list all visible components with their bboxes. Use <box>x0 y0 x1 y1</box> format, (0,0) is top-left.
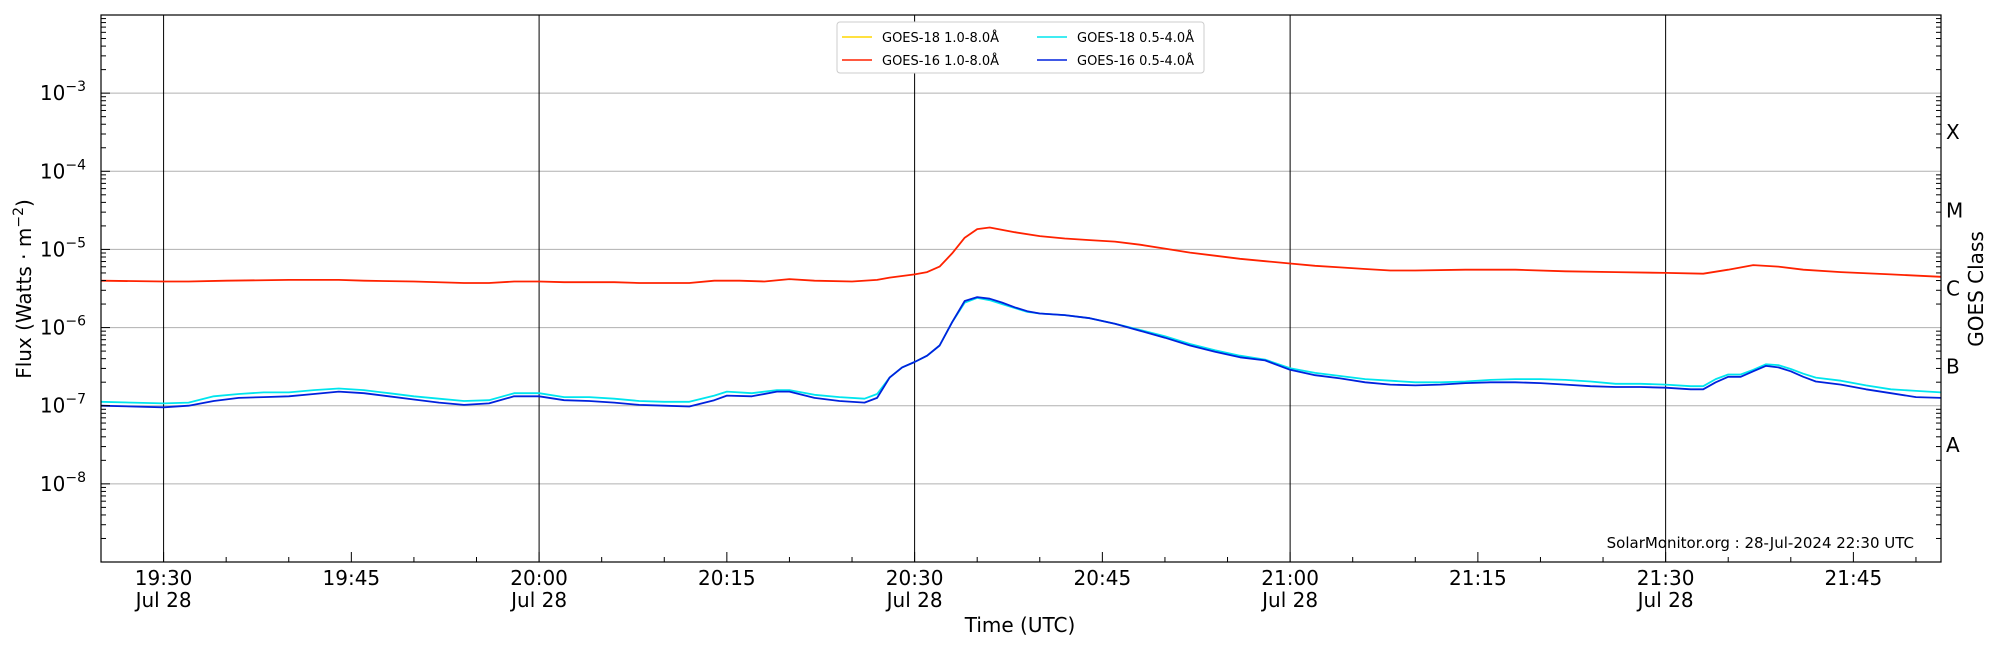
goes-class-label: C <box>1946 277 1960 301</box>
legend-box <box>836 21 1205 74</box>
plot-frame <box>100 14 1942 563</box>
x-tick-date: Jul 28 <box>134 588 192 612</box>
y-tick-labels: 10−8 10−7 10−6 10−5 10−4 10−3 <box>40 79 86 496</box>
x-tick-time: 21:15 <box>1449 566 1507 590</box>
y-tick-label: 10−5 <box>40 235 86 261</box>
x-tick-date: Jul 28 <box>1260 588 1318 612</box>
x-tick-time: 20:45 <box>1074 566 1132 590</box>
series-line <box>100 226 1942 284</box>
legend: GOES-18 1.0-8.0Å GOES-18 0.5-4.0Å GOES-1… <box>836 21 1205 74</box>
goes-class-axis-title: GOES Class <box>1964 231 1988 347</box>
goes-class-labels: X M C B A <box>1946 120 1963 457</box>
legend-label: GOES-16 0.5-4.0Å <box>1077 53 1194 69</box>
goes-class-label: M <box>1946 198 1963 222</box>
x-tick-time: 21:45 <box>1825 566 1883 590</box>
x-tick-time: 21:30 <box>1637 566 1695 590</box>
axis-ticks <box>100 18 1941 562</box>
x-tick-time: 21:00 <box>1261 566 1319 590</box>
series-lines <box>100 226 1942 409</box>
x-tick-time: 19:45 <box>323 566 381 590</box>
y-tick-label: 10−4 <box>40 157 86 183</box>
x-tick-date: Jul 28 <box>885 588 943 612</box>
legend-label: GOES-18 1.0-8.0Å <box>882 30 999 46</box>
y-tick-label: 10−6 <box>40 314 86 340</box>
y-tick-label: 10−3 <box>40 79 86 105</box>
x-tick-time: 19:30 <box>135 566 193 590</box>
goes-class-label: X <box>1946 120 1960 144</box>
x-axis-title: Time (UTC) <box>964 613 1076 637</box>
source-annotation: SolarMonitor.org : 28-Jul-2024 22:30 UTC <box>1607 534 1914 552</box>
x-tick-time: 20:30 <box>886 566 944 590</box>
x-tick-date: Jul 28 <box>509 588 567 612</box>
goes-class-label: A <box>1946 433 1960 457</box>
x-tick-date: Jul 28 <box>1636 588 1694 612</box>
legend-label: GOES-18 0.5-4.0Å <box>1077 30 1194 46</box>
series-line <box>100 296 1942 409</box>
x-tick-time: 20:15 <box>698 566 756 590</box>
y-tick-label: 10−7 <box>40 392 86 418</box>
legend-label: GOES-16 1.0-8.0Å <box>882 53 999 69</box>
goes-class-label: B <box>1946 355 1960 379</box>
y-tick-label: 10−8 <box>40 470 86 496</box>
x-tick-time: 20:00 <box>510 566 568 590</box>
grid-lines <box>101 15 1941 562</box>
y-axis-title: Flux (Watts · m−2) <box>11 199 36 379</box>
